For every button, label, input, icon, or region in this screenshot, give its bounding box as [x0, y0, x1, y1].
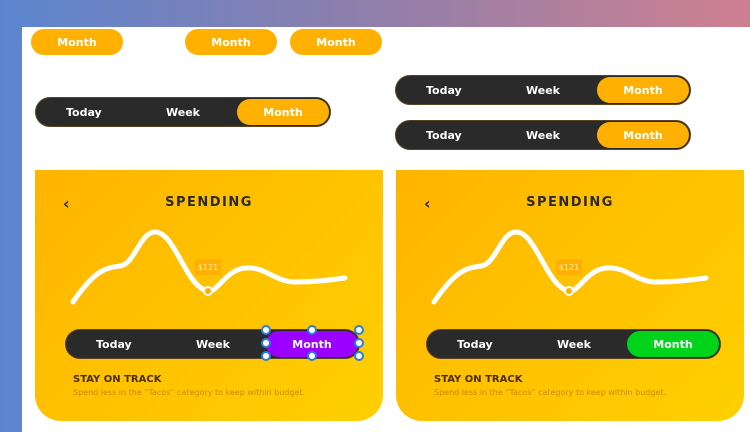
tip-heading: STAY ON TRACK [434, 374, 523, 385]
resize-handle[interactable] [307, 325, 317, 335]
segmented-control: Today Week Month [395, 120, 691, 150]
tab-month[interactable]: Month [627, 331, 719, 357]
data-point-marker [564, 286, 574, 296]
tab-today[interactable]: Today [426, 83, 462, 97]
segmented-control: Today Week Month [395, 75, 691, 105]
segmented-control: Today Week Month [35, 97, 331, 127]
resize-handle[interactable] [307, 351, 317, 361]
tip-body: Spend less in the “Tacos” category to ke… [434, 388, 667, 397]
back-chevron-icon[interactable]: ‹ [63, 194, 70, 213]
value-tooltip: $121 [195, 259, 221, 275]
resize-handle[interactable] [354, 351, 364, 361]
spending-line-chart [431, 229, 709, 305]
resize-handle[interactable] [354, 338, 364, 348]
resize-handle[interactable] [261, 351, 271, 361]
tab-week[interactable]: Week [526, 128, 560, 142]
card-title: SPENDING [526, 195, 614, 210]
segmented-control: Today Week Month [426, 329, 721, 359]
tab-month[interactable]: Month [597, 77, 689, 103]
resize-handle[interactable] [261, 325, 271, 335]
tab-today[interactable]: Today [457, 337, 493, 351]
spending-card: ‹ SPENDING $121 Today Week Month STAY ON… [35, 170, 383, 421]
tab-week[interactable]: Week [196, 337, 230, 351]
card-title: SPENDING [165, 195, 253, 210]
tab-today[interactable]: Today [66, 105, 102, 119]
back-chevron-icon[interactable]: ‹ [424, 194, 431, 213]
data-point-marker [203, 286, 213, 296]
tab-week[interactable]: Week [557, 337, 591, 351]
tip-body: Spend less in the “Tacos” category to ke… [73, 388, 306, 397]
tab-week[interactable]: Week [166, 105, 200, 119]
month-pill[interactable]: Month [290, 29, 382, 55]
tab-week[interactable]: Week [526, 83, 560, 97]
resize-handle[interactable] [261, 338, 271, 348]
spending-card: ‹ SPENDING $121 Today Week Month STAY ON… [396, 170, 744, 421]
tip-heading: STAY ON TRACK [73, 374, 162, 385]
value-tooltip: $121 [556, 259, 582, 275]
resize-handle[interactable] [354, 325, 364, 335]
tab-month[interactable]: Month [237, 99, 329, 125]
spending-line-chart [70, 229, 348, 305]
tab-today[interactable]: Today [426, 128, 462, 142]
tab-month[interactable]: Month [597, 122, 689, 148]
tab-today[interactable]: Today [96, 337, 132, 351]
month-pill[interactable]: Month [31, 29, 123, 55]
month-pill[interactable]: Month [185, 29, 277, 55]
